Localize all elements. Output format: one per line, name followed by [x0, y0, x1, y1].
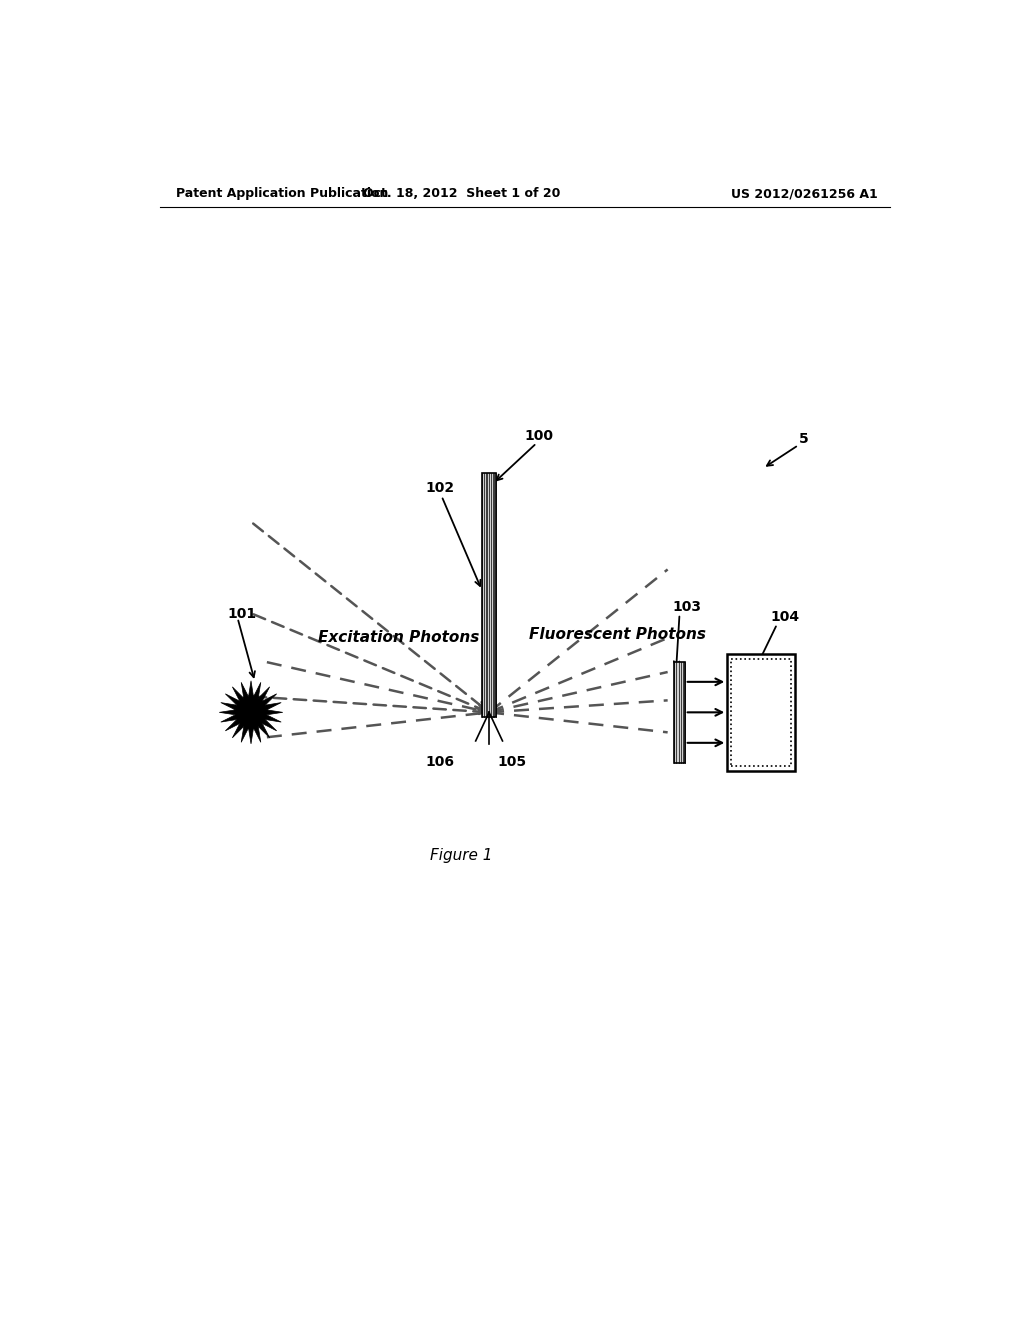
Text: Patent Application Publication: Patent Application Publication [176, 187, 388, 201]
Text: Fluorescent Photons: Fluorescent Photons [528, 627, 706, 642]
Text: 104: 104 [771, 610, 800, 624]
Text: 5: 5 [799, 432, 808, 446]
Text: 105: 105 [497, 755, 526, 770]
Bar [727, 653, 795, 771]
Polygon shape [219, 681, 283, 744]
Text: 103: 103 [673, 599, 701, 614]
Bar [731, 659, 791, 766]
Bar [482, 474, 497, 718]
Text: 106: 106 [426, 755, 455, 770]
Text: 102: 102 [426, 480, 455, 495]
Text: Excitation Photons: Excitation Photons [318, 630, 480, 645]
Text: Oct. 18, 2012  Sheet 1 of 20: Oct. 18, 2012 Sheet 1 of 20 [362, 187, 560, 201]
Text: Figure 1: Figure 1 [430, 847, 493, 863]
Text: 101: 101 [227, 607, 256, 620]
Text: 100: 100 [524, 429, 554, 444]
Bar [675, 661, 685, 763]
Text: US 2012/0261256 A1: US 2012/0261256 A1 [731, 187, 878, 201]
